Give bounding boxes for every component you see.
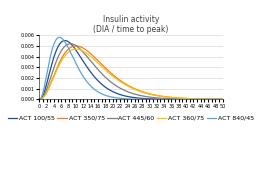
ACT 840/45 xyxy=(58,36,61,38)
ACT 445/60 xyxy=(127,91,130,93)
ACT 360/75 xyxy=(216,98,219,100)
ACT 840/45 xyxy=(182,98,185,101)
ACT 445/60 xyxy=(182,98,185,100)
ACT 445/60 xyxy=(122,89,125,91)
ACT 840/45 xyxy=(221,98,224,101)
ACT 360/75 xyxy=(74,48,78,50)
Line: ACT 840/45: ACT 840/45 xyxy=(39,37,223,99)
Line: ACT 360/75: ACT 360/75 xyxy=(39,49,223,99)
ACT 350/75 xyxy=(47,87,50,89)
ACT 350/75 xyxy=(221,98,224,100)
Legend: ACT 100/55, ACT 350/75, ACT 445/60, ACT 360/75, ACT 840/45: ACT 100/55, ACT 350/75, ACT 445/60, ACT … xyxy=(5,113,257,123)
ACT 100/55 xyxy=(182,98,185,101)
ACT 840/45 xyxy=(122,97,125,100)
ACT 445/60 xyxy=(69,43,72,45)
ACT 100/55 xyxy=(122,94,125,97)
ACT 360/75 xyxy=(216,98,219,100)
ACT 100/55 xyxy=(216,98,219,101)
ACT 100/55 xyxy=(216,98,219,101)
ACT 100/55 xyxy=(47,75,50,77)
ACT 350/75 xyxy=(122,82,125,84)
ACT 840/45 xyxy=(127,98,130,100)
ACT 100/55 xyxy=(127,96,130,98)
ACT 445/60 xyxy=(216,98,219,101)
ACT 350/75 xyxy=(216,98,219,100)
ACT 840/45 xyxy=(216,98,219,101)
ACT 445/60 xyxy=(47,82,50,85)
ACT 350/75 xyxy=(216,98,219,100)
ACT 360/75 xyxy=(47,88,50,90)
ACT 350/75 xyxy=(74,45,78,47)
ACT 360/75 xyxy=(122,83,125,85)
ACT 360/75 xyxy=(182,97,185,100)
ACT 445/60 xyxy=(221,98,224,101)
Title: Insulin activity
(DIA / time to peak): Insulin activity (DIA / time to peak) xyxy=(93,15,169,34)
ACT 840/45 xyxy=(47,63,50,66)
ACT 100/55 xyxy=(63,39,67,42)
Line: ACT 100/55: ACT 100/55 xyxy=(39,41,223,99)
ACT 840/45 xyxy=(216,98,219,101)
Line: ACT 350/75: ACT 350/75 xyxy=(39,46,223,99)
ACT 100/55 xyxy=(38,98,41,101)
ACT 445/60 xyxy=(216,98,219,101)
ACT 350/75 xyxy=(38,98,41,101)
Line: ACT 445/60: ACT 445/60 xyxy=(39,44,223,99)
ACT 445/60 xyxy=(38,98,41,101)
ACT 350/75 xyxy=(182,97,185,100)
ACT 840/45 xyxy=(38,98,41,101)
ACT 100/55 xyxy=(221,98,224,101)
ACT 350/75 xyxy=(127,85,130,87)
ACT 360/75 xyxy=(127,85,130,88)
ACT 360/75 xyxy=(38,98,41,101)
ACT 360/75 xyxy=(221,98,224,100)
